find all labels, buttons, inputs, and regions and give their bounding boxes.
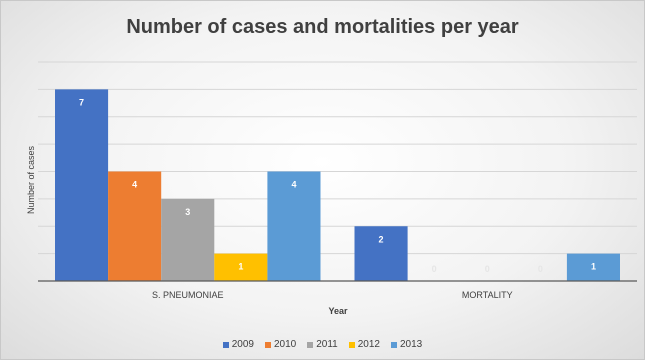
bar-2013-1 [566, 253, 620, 281]
bar-2010-0 [108, 171, 162, 281]
category-labels: S. PNEUMONIAE MORTALITY [152, 290, 513, 300]
bar-2011-0 [161, 198, 215, 281]
legend: 2009 2010 2011 2012 2013 [0, 339, 645, 350]
legend-label: 2010 [273, 339, 297, 350]
legend-swatch [264, 341, 271, 348]
bar-2012-0 [214, 253, 268, 281]
legend-label: 2009 [231, 339, 254, 350]
bars: 7 4 3 1 4 2 0 0 0 1 [55, 89, 620, 281]
data-label: 0 [432, 264, 437, 274]
data-label: 4 [132, 180, 137, 190]
legend-item: 2012 [348, 339, 380, 350]
legend-item: 2011 [307, 339, 338, 350]
x-axis-label: Year [328, 306, 348, 316]
legend-swatch [222, 341, 229, 348]
data-label: 3 [185, 207, 190, 217]
legend-label: 2012 [357, 339, 380, 350]
data-label: 2 [379, 234, 384, 244]
legend-swatch [391, 341, 397, 348]
legend-label: 2013 [400, 339, 423, 350]
data-label: 1 [238, 262, 243, 272]
gridlines [38, 61, 637, 255]
bar-2009-0 [55, 89, 109, 281]
legend-item: 2009 [222, 339, 254, 350]
data-label: 0 [538, 264, 543, 274]
legend-swatch [307, 341, 314, 348]
data-label: 0 [485, 264, 490, 274]
data-label: 7 [79, 97, 84, 107]
legend-item: 2013 [391, 339, 422, 350]
category-label: S. PNEUMONIAE [152, 290, 224, 300]
bar-2013-0 [267, 171, 321, 281]
legend-swatch [348, 341, 355, 348]
y-axis-label: Number of cases [26, 145, 36, 214]
data-label: 4 [291, 180, 296, 190]
category-label: MORTALITY [462, 290, 513, 300]
legend-item: 2010 [264, 339, 297, 350]
chart-title: Number of cases and mortalities per year [126, 16, 519, 38]
data-label: 1 [591, 262, 596, 272]
bar-2009-1 [354, 226, 408, 281]
legend-label: 2011 [316, 339, 338, 350]
